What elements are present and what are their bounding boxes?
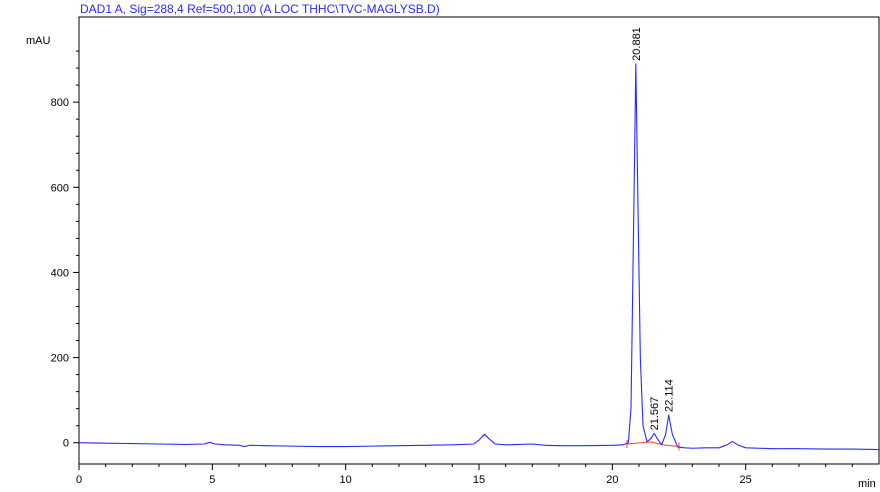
x-axis-label: min [858,478,876,490]
peak-label: 20.881 [631,27,643,61]
integration-baseline [626,441,680,448]
y-ticks: 0 200 400 600 800 [51,97,79,450]
chart-title: DAD1 A, Sig=288,4 Ref=500,100 (A LOC THH… [80,2,440,16]
peak-label: 21.567 [649,397,661,431]
y-tick-label: 0 [63,438,69,450]
x-tick-label: 10 [340,474,352,486]
peak-label: 22.114 [664,379,676,412]
minor-ticks [76,50,853,467]
y-tick-label: 400 [51,267,69,279]
x-tick-label: 0 [76,474,82,486]
x-tick-label: 5 [209,474,215,486]
x-tick-label: 15 [473,474,485,486]
x-ticks: 0 5 10 15 20 25 [76,464,752,486]
plot-frame [78,16,880,465]
signal-trace [78,63,880,451]
y-tick-label: 200 [51,353,69,365]
baseline-layer [626,439,680,451]
y-axis-label: mAU [26,35,51,47]
y-tick-label: 800 [51,97,69,109]
series-layer [78,63,880,451]
y-tick-label: 600 [51,182,69,194]
x-tick-label: 25 [740,474,752,486]
x-tick-label: 20 [606,474,618,486]
